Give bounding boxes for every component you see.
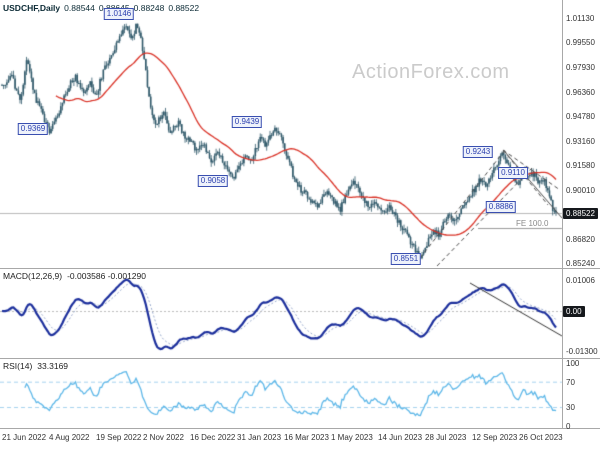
ohlc-low: 0.88248 (133, 3, 165, 13)
pivot-price-label: 0.9369 (17, 123, 49, 135)
rsi-title: RSI(14) 33.3169 (3, 361, 73, 371)
price-axis-tick: 0.93160 (566, 137, 595, 146)
macd-value-badge: 0.00 (563, 306, 585, 317)
date-label: 16 Dec 2022 (190, 433, 236, 442)
price-axis-tick: 0.90010 (566, 186, 595, 195)
price-axis-tick: 0.85240 (566, 259, 595, 268)
panel-separator-main-macd (0, 268, 600, 269)
fe-level-label: FE 100.0 (516, 219, 549, 228)
macd-axis-tick: 0.01006 (566, 276, 595, 285)
pivot-price-label: 0.9243 (462, 146, 494, 158)
price-axis-tick: 0.99550 (566, 38, 595, 47)
price-axis-tick: 1.01130 (566, 14, 595, 23)
rsi-axis-tick: 100 (566, 359, 580, 368)
panel-separator-macd-rsi (0, 358, 600, 359)
date-label: 28 Jul 2023 (425, 433, 467, 442)
pivot-price-label: 0.9058 (197, 175, 229, 187)
ohlc-close: 0.88522 (168, 3, 200, 13)
pivot-price-label: 1.0146 (103, 8, 135, 20)
pivot-price-label: 0.9110 (498, 167, 528, 179)
panel-separator-rsi-dates (0, 428, 600, 429)
rsi-value: 33.3169 (37, 361, 69, 371)
pivot-price-label: 0.8886 (485, 201, 517, 213)
price-axis-tick: 0.91580 (566, 161, 595, 170)
ohlc-open: 0.88544 (64, 3, 95, 13)
price-axis-tick: 0.94780 (566, 112, 595, 121)
pivot-price-label: 0.8551 (390, 253, 422, 265)
macd-title: MACD(12,26,9) -0.003586 -0.001290 (3, 271, 151, 281)
date-label: 16 Mar 2023 (284, 433, 329, 442)
price-axis-tick: 0.96360 (566, 88, 595, 97)
rsi-axis-tick: 30 (566, 403, 575, 412)
pivot-price-label: 0.9439 (231, 116, 263, 128)
date-label: 21 Jun 2022 (2, 433, 47, 442)
date-label: 14 Jun 2023 (378, 433, 423, 442)
date-label: 19 Sep 2022 (96, 433, 142, 442)
watermark: ActionForex.com (352, 61, 510, 83)
date-label: 2 Nov 2022 (143, 433, 184, 442)
date-label: 26 Oct 2023 (519, 433, 563, 442)
macd-name: MACD(12,26,9) (3, 271, 63, 281)
symbol-label: USDCHF,Daily (3, 3, 61, 13)
rsi-axis-tick: 70 (566, 378, 575, 387)
rsi-name: RSI(14) (3, 361, 33, 371)
price-axis-tick: 0.86820 (566, 235, 595, 244)
macd-axis-tick: -0.01300 (566, 347, 598, 356)
current-price-badge: 0.88522 (563, 208, 598, 219)
rsi-axis-tick: 0 (566, 422, 571, 431)
macd-values: -0.003586 -0.001290 (67, 271, 146, 281)
date-label: 1 May 2023 (331, 433, 373, 442)
date-label: 31 Jan 2023 (237, 433, 282, 442)
price-axis-tick: 0.97930 (566, 63, 595, 72)
price-axis-separator (562, 0, 563, 428)
date-label: 12 Sep 2023 (472, 433, 518, 442)
date-label: 4 Aug 2022 (49, 433, 90, 442)
